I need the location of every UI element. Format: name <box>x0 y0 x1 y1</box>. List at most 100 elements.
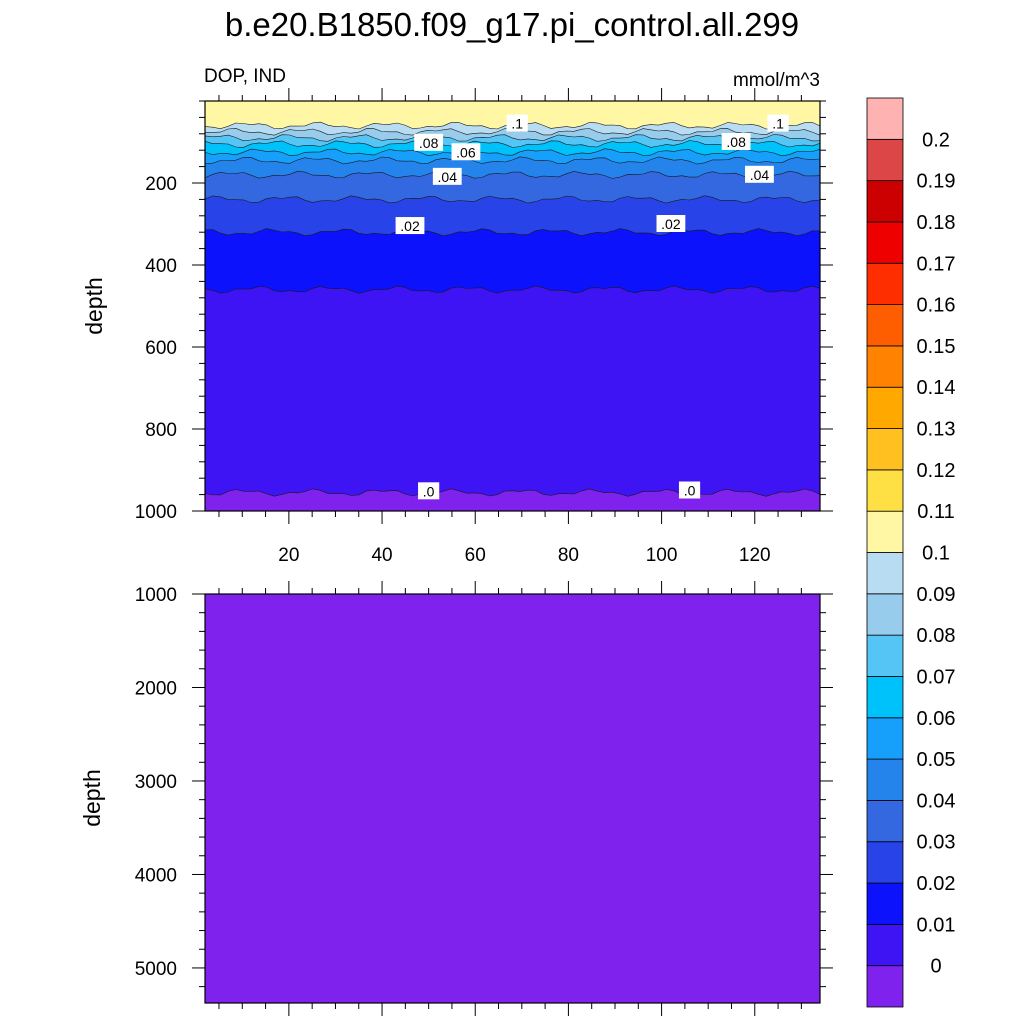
colorbar-label: 0.15 <box>917 336 956 358</box>
upper-panel: .1 .1 .08 .08 .06 .04 .04 .02 .02 .0 .0 200 400 600 8… <box>81 88 833 566</box>
colorbar-label: 0.03 <box>917 832 956 854</box>
colorbar-label: 0 <box>930 956 941 978</box>
colorbar-label: 0.16 <box>917 295 956 317</box>
y-tick-label: 800 <box>145 420 177 441</box>
colorbar-label: 0.07 <box>917 666 956 688</box>
colorbar-label: 0.17 <box>917 253 956 275</box>
contour-label-text: .04 <box>750 167 770 183</box>
x-tick-label: 120 <box>739 545 771 566</box>
contour-label: .02 <box>656 215 686 232</box>
colorbar-swatch <box>866 800 904 843</box>
colorbar-label: 0.02 <box>917 873 956 895</box>
x-tick-label: 20 <box>278 545 299 566</box>
y-tick-label: 4000 <box>135 865 177 886</box>
colorbar-swatch <box>866 717 904 760</box>
colorbar-swatch <box>866 180 904 223</box>
contour-label: .08 <box>721 133 751 150</box>
lower-plot-frame <box>204 593 821 1004</box>
colorbar-swatch <box>866 221 904 264</box>
colorbar-label: 0.08 <box>917 625 956 647</box>
lower-axis-ticks: 1000 2000 3000 4000 5000 <box>135 581 833 1016</box>
colorbar-swatch <box>866 469 904 512</box>
colorbar-label: 0.05 <box>917 749 956 771</box>
colorbar-label: 0.01 <box>917 914 956 936</box>
colorbar-label: 0.04 <box>917 790 956 812</box>
colorbar-swatch <box>866 304 904 347</box>
contour-label-box <box>745 165 774 183</box>
colorbar-swatch <box>866 593 904 636</box>
colorbar-swatch <box>866 428 904 471</box>
contour-label: .0 <box>678 481 701 499</box>
contour-label-text: .02 <box>661 216 681 232</box>
contour-label-text: .1 <box>772 116 784 132</box>
contour-label-text: .0 <box>684 483 696 499</box>
contour-band <box>205 488 820 511</box>
units-label: mmol/m^3 <box>733 70 820 91</box>
colorbar-swatch <box>866 676 904 719</box>
contour-label: .02 <box>395 217 425 235</box>
contour-label-text: .04 <box>438 169 458 185</box>
colorbar-swatch <box>866 138 904 182</box>
colorbar-swatch <box>866 510 904 553</box>
upper-y-axis-label: depth <box>81 277 107 335</box>
colorbar-label: 0.06 <box>917 708 956 730</box>
colorbar-label: 0.13 <box>917 419 956 441</box>
contour-band <box>205 285 820 511</box>
contour-label-text: .08 <box>726 134 746 150</box>
y-tick-label: 1000 <box>135 585 177 606</box>
contour-label-text: .08 <box>419 135 439 151</box>
y-tick-label: 400 <box>145 256 177 277</box>
colorbar-label: 0.2 <box>922 129 950 151</box>
colorbar-label: 0.12 <box>917 460 956 482</box>
colorbar-swatch <box>866 965 904 1008</box>
contour-band <box>205 594 820 1003</box>
lower-y-axis-label: depth <box>79 769 105 827</box>
colorbar: 0 0.01 0.02 0.03 0.04 0.05 0.06 0.07 0.08 0.09 0.1… <box>866 97 956 1008</box>
contour-label: .04 <box>745 165 774 183</box>
x-tick-label: 40 <box>371 545 392 566</box>
x-tick-label: 80 <box>558 545 579 566</box>
contour-label-box <box>418 482 440 500</box>
contour-label-box <box>506 114 528 132</box>
y-tick-label: 600 <box>145 338 177 359</box>
colorbar-label: 0.09 <box>917 584 956 606</box>
contour-label-box <box>451 143 481 161</box>
upper-contour-labels: .1 .1 .08 .08 .06 .04 .04 .02 .02 .0 .0 <box>395 114 789 500</box>
y-tick-label: 2000 <box>135 678 177 699</box>
x-tick-label: 100 <box>646 545 678 566</box>
contour-label: .06 <box>451 143 481 161</box>
y-tick-label: 1000 <box>135 502 177 523</box>
contour-label-box <box>678 481 701 499</box>
upper-axis-ticks: 200 400 600 800 1000 20 40 60 80 100 120 <box>135 88 833 566</box>
chart-title: b.e20.B1850.f09_g17.pi_control.all.299 <box>225 6 799 43</box>
contour-label-box <box>721 133 751 150</box>
colorbar-label: 0.14 <box>917 377 956 399</box>
contour-label-box <box>432 167 462 185</box>
contour-label: .04 <box>432 167 462 185</box>
contour-label-text: .02 <box>400 218 420 234</box>
y-tick-label: 3000 <box>135 772 177 793</box>
contour-label-box <box>767 114 789 132</box>
colorbar-label: 0.19 <box>917 171 956 193</box>
y-tick-label: 5000 <box>135 959 177 980</box>
colorbar-swatch <box>866 386 904 429</box>
contour-label-box <box>656 215 686 232</box>
colorbar-swatch <box>866 882 904 925</box>
variable-label: DOP, IND <box>204 66 286 87</box>
contour-label: .08 <box>414 133 444 151</box>
contour-label-text: .1 <box>511 116 523 132</box>
lower-panel: 1000 2000 3000 4000 5000 depth <box>79 581 833 1016</box>
colorbar-swatch <box>866 552 904 595</box>
colorbar-swatch <box>866 262 904 305</box>
upper-contour-fill <box>205 101 820 511</box>
colorbar-swatch <box>866 923 904 967</box>
contour-label-text: .0 <box>423 483 435 499</box>
colorbar-label: 0.1 <box>922 543 950 565</box>
colorbar-label: 0.18 <box>917 212 956 234</box>
colorbar-swatch <box>866 841 904 884</box>
upper-plot-frame <box>204 100 821 512</box>
contour-label: .1 <box>767 114 789 132</box>
contour-label: .0 <box>418 482 440 500</box>
x-tick-label: 60 <box>465 545 486 566</box>
